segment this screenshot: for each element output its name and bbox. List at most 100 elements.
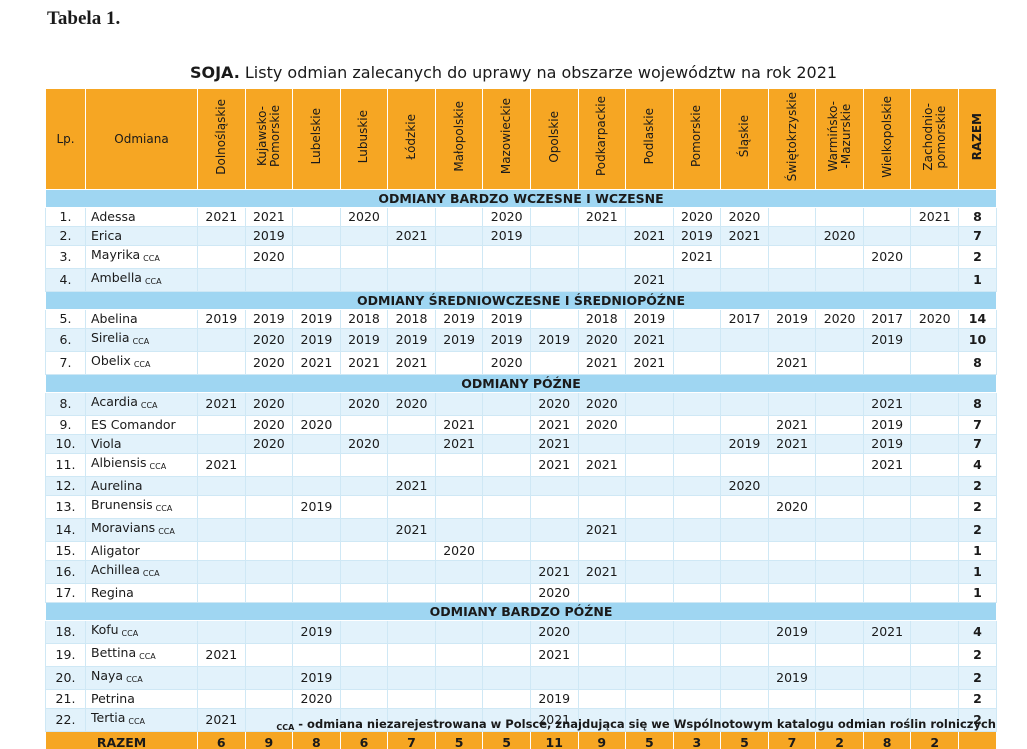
variety-name: ES Comandor	[85, 415, 198, 435]
year-cell	[862, 268, 912, 292]
year-cell	[767, 583, 817, 603]
column-title: Małopolskie	[451, 101, 466, 172]
column-header: Podlaskie	[625, 88, 674, 190]
year-cell: 2019	[482, 328, 531, 352]
year-cell	[815, 583, 864, 603]
year-cell	[625, 245, 674, 269]
variety-table: Lp. Odmiana Dolnośląskie Kujawsko- Pomorski…	[45, 88, 997, 749]
year-cell: 2019	[529, 689, 579, 709]
row-number: 20.	[45, 666, 86, 690]
section-row: ODMIANY BARDZO PÓŹNE	[45, 602, 997, 621]
year-cell	[387, 495, 436, 519]
column-title: RAZEM	[970, 112, 984, 161]
year-cell	[387, 207, 436, 227]
year-cell	[244, 708, 294, 732]
footnote-text: - odmiana niezarejestrowana w Polsce, zn…	[298, 717, 996, 731]
year-cell	[482, 268, 531, 292]
year-cell	[720, 518, 769, 542]
row-number: 10.	[45, 434, 86, 454]
year-cell: 2019	[767, 666, 817, 690]
year-cell	[292, 245, 341, 269]
year-cell	[720, 583, 769, 603]
year-cell	[767, 453, 817, 477]
variety-row: 5. Abelina 2019 2019 2019 2018 2018 2019 2019 201…	[45, 309, 997, 329]
variety-name: Adessa	[85, 207, 198, 227]
year-cell	[815, 328, 864, 352]
year-cell	[577, 708, 627, 732]
year-cell	[482, 434, 531, 454]
column-total: 5	[482, 731, 531, 749]
year-cell	[815, 351, 864, 375]
column-total: 2	[815, 731, 864, 749]
year-cell	[482, 495, 531, 519]
year-cell: 2020	[244, 351, 294, 375]
year-cell	[244, 620, 294, 644]
row-total: 1	[958, 541, 997, 561]
year-cell	[815, 560, 864, 584]
row-total: 2	[958, 245, 997, 269]
year-cell	[577, 643, 627, 667]
year-cell: 2019	[434, 309, 484, 329]
year-cell	[339, 226, 389, 246]
header-row: Lp. Odmiana Dolnośląskie Kujawsko- Pomorski…	[45, 88, 997, 190]
variety-name: Tertia CCA	[85, 708, 198, 732]
table-title: SOJA. Listy odmian zalecanych do uprawy …	[0, 63, 1027, 82]
year-cell: 2019	[244, 309, 294, 329]
year-cell: 2019	[292, 495, 341, 519]
year-cell	[197, 620, 246, 644]
column-header: Śląskie	[720, 88, 769, 190]
year-cell	[720, 643, 769, 667]
footnote: CCA - odmiana niezarejestrowana w Polsce…	[273, 717, 996, 732]
row-total: 1	[958, 268, 997, 292]
year-cell	[482, 541, 531, 561]
year-cell	[625, 434, 674, 454]
year-cell: 2021	[672, 245, 722, 269]
year-cell	[862, 351, 912, 375]
year-cell: 2021	[720, 226, 769, 246]
year-cell	[434, 207, 484, 227]
year-cell	[767, 392, 817, 416]
year-cell	[339, 541, 389, 561]
year-cell: 2019	[672, 226, 722, 246]
column-header: Warmińsko- -Mazurskie	[815, 88, 864, 190]
year-cell	[910, 392, 959, 416]
column-header: Lubuskie	[339, 88, 389, 190]
year-cell: 2021	[577, 207, 627, 227]
year-cell: 2021	[292, 351, 341, 375]
cca-mark: CCA	[142, 569, 160, 578]
year-cell: 2020	[292, 415, 341, 435]
year-cell: 2020	[244, 434, 294, 454]
variety-name: Ambella CCA	[85, 268, 198, 292]
year-cell	[339, 643, 389, 667]
year-cell	[434, 620, 484, 644]
variety-name: Mayrika CCA	[85, 245, 198, 269]
year-cell	[672, 620, 722, 644]
year-cell	[434, 245, 484, 269]
year-cell	[339, 268, 389, 292]
year-cell	[577, 620, 627, 644]
year-cell	[862, 207, 912, 227]
column-title: Opolskie	[546, 110, 561, 163]
year-cell: 2020	[292, 689, 341, 709]
year-cell	[720, 495, 769, 519]
year-cell	[244, 495, 294, 519]
column-title: Śląskie	[736, 115, 751, 158]
variety-name-text: Viola	[91, 436, 122, 451]
column-header: Łódzkie	[387, 88, 436, 190]
variety-row: 20. Naya CCA 2019 2019 2	[45, 666, 997, 690]
column-title: Łódzkie	[404, 113, 419, 160]
row-number: 7.	[45, 351, 86, 375]
year-cell	[529, 309, 579, 329]
column-header: Mazowieckie	[482, 88, 531, 190]
year-cell	[387, 245, 436, 269]
column-total: 6	[339, 731, 389, 749]
year-cell	[720, 541, 769, 561]
year-cell	[672, 518, 722, 542]
year-cell	[482, 392, 531, 416]
variety-name: Petrina	[85, 689, 198, 709]
row-total: 4	[958, 453, 997, 477]
year-cell: 2020	[767, 495, 817, 519]
year-cell	[244, 541, 294, 561]
row-number: 22.	[45, 708, 86, 732]
year-cell	[625, 620, 674, 644]
